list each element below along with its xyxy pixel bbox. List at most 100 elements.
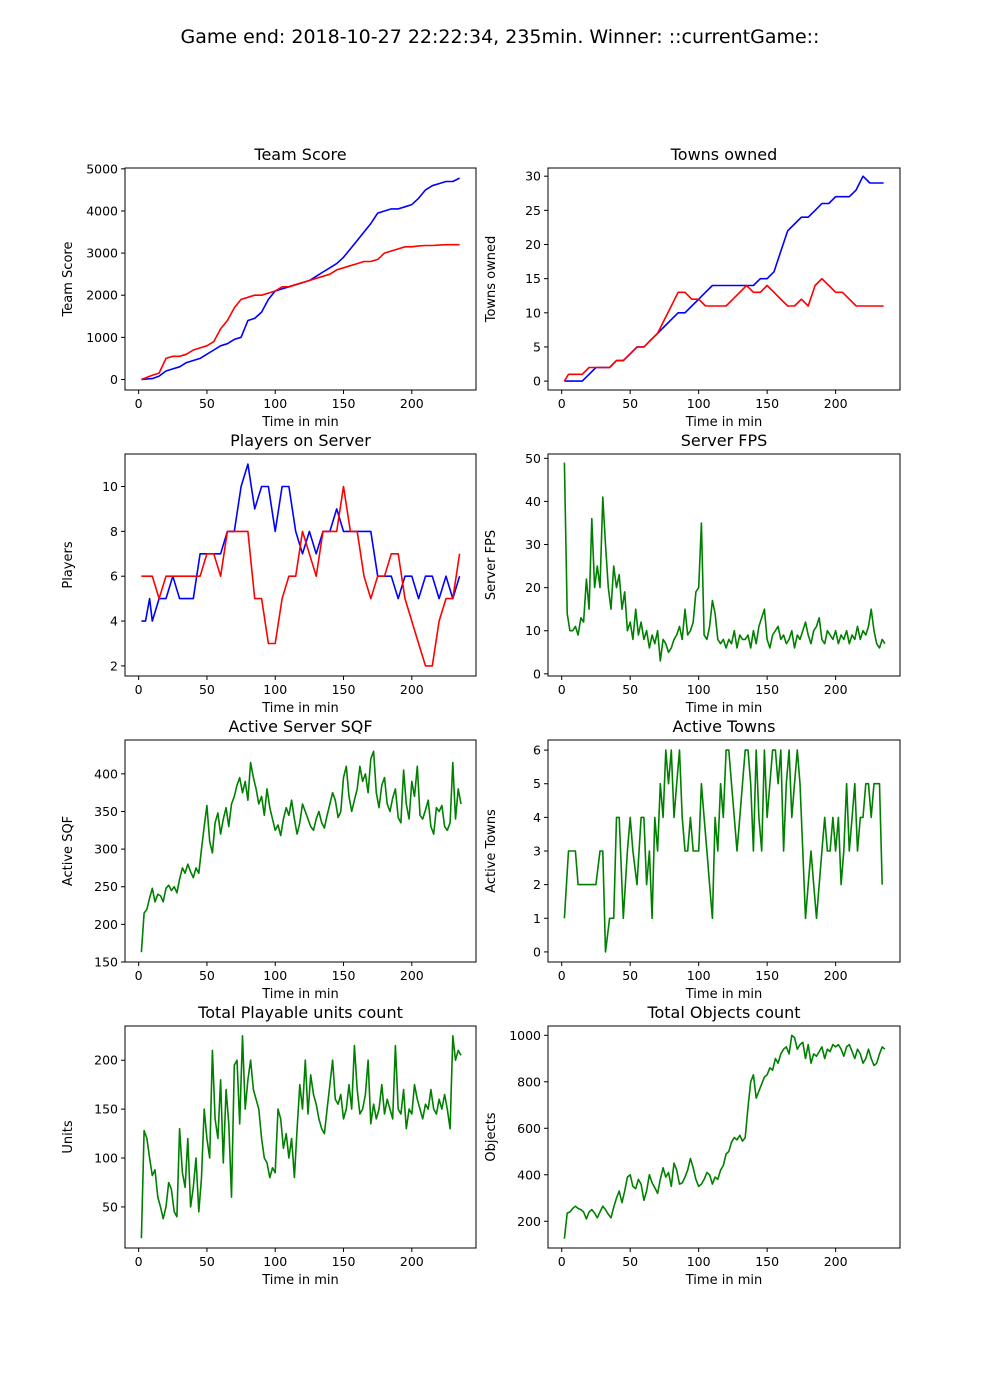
total-playable-units-count-axes-frame [124,1025,477,1249]
active-towns-ytick-label: 5 [533,776,541,791]
towns-owned-ytick-label: 15 [525,271,541,286]
towns-owned-ylabel: Towns owned [484,236,499,324]
active-server-sqf-xtick-label: 200 [400,968,424,983]
players-on-server-xtick-label: 150 [332,682,356,697]
active-server-sqf-ylabel: Active SQF [61,816,76,886]
towns-owned-ytick-label: 0 [533,374,541,389]
towns-owned-ytick-label: 20 [525,237,541,252]
total-objects-count-xtick-label: 50 [622,1254,638,1269]
total-playable-units-count-xtick-label: 50 [199,1254,215,1269]
server-fps-ytick-label: 10 [525,623,541,638]
towns-owned-ytick-label: 5 [533,339,541,354]
players-on-server-ytick-label: 8 [110,524,118,539]
active-towns-xtick-label: 200 [824,968,848,983]
total-objects-count-series-green-line [563,1034,886,1239]
server-fps-ytick-label: 30 [525,537,541,552]
players-on-server-xlabel: Time in min [261,701,338,716]
chart-players-on-server: 0 50 100 150 200 2 4 6 8 10 Players on Server Time … [61,431,477,716]
active-server-sqf-xlabel: Time in min [261,987,338,1002]
active-server-sqf-series-green-line [140,750,462,953]
total-objects-count-xlabel: Time in min [685,1273,762,1288]
active-towns-ytick-label: 2 [533,877,541,892]
chart-total-objects-count: 0 50 100 150 200 200 400 600 800 1000 Total Object… [484,1003,901,1288]
server-fps-series-green-line [563,462,886,662]
active-server-sqf-ytick-label: 350 [94,804,118,819]
towns-owned-xlabel: Time in min [685,415,762,430]
towns-owned-xtick-label: 50 [622,396,638,411]
total-playable-units-count-xtick-label: 200 [400,1254,424,1269]
towns-owned-ytick-label: 25 [525,203,541,218]
total-objects-count-ylabel: Objects [484,1112,499,1161]
team-score-ytick-label: 2000 [86,288,118,303]
total-playable-units-count-ytick-label: 100 [94,1151,118,1166]
total-objects-count-ytick-label: 1000 [509,1028,541,1043]
total-objects-count-ytick-label: 800 [517,1074,541,1089]
total-objects-count-ytick-label: 600 [517,1121,541,1136]
active-towns-ylabel: Active Towns [484,809,499,893]
players-on-server-title: Players on Server [230,431,371,450]
total-playable-units-count-title: Total Playable units count [197,1003,403,1022]
active-towns-ytick-label: 1 [533,911,541,926]
active-server-sqf-ytick-label: 200 [94,917,118,932]
active-towns-xtick-label: 100 [687,968,711,983]
players-on-server-xtick-label: 0 [135,682,143,697]
towns-owned-xtick-label: 150 [755,396,779,411]
active-server-sqf-xtick-label: 150 [332,968,356,983]
total-objects-count-xtick-label: 150 [755,1254,779,1269]
team-score-axes-frame [124,167,477,391]
total-objects-count-axes-frame [547,1025,901,1249]
server-fps-title: Server FPS [681,431,768,450]
active-server-sqf-xtick-label: 0 [135,968,143,983]
active-server-sqf-ytick-label: 150 [94,955,118,970]
players-on-server-series-red-line [141,485,461,667]
active-server-sqf-ytick-label: 400 [94,766,118,781]
total-playable-units-count-ytick-label: 200 [94,1053,118,1068]
active-towns-title: Active Towns [673,717,776,736]
towns-owned-ytick-label: 10 [525,305,541,320]
team-score-ytick-label: 4000 [86,203,118,218]
active-server-sqf-ytick-label: 250 [94,879,118,894]
active-server-sqf-ytick-label: 300 [94,842,118,857]
team-score-xtick-label: 50 [199,396,215,411]
players-on-server-xtick-label: 200 [400,682,424,697]
total-playable-units-count-series-green-line [140,1035,462,1239]
towns-owned-ytick-label: 30 [525,169,541,184]
team-score-xtick-label: 100 [263,396,287,411]
active-towns-xtick-label: 50 [622,968,638,983]
team-score-xlabel: Time in min [261,415,338,430]
team-score-ytick-label: 5000 [86,161,118,176]
team-score-ylabel: Team Score [61,242,76,318]
active-towns-ytick-label: 3 [533,844,541,859]
chart-server-fps: 0 50 100 150 200 0 10 20 30 40 50 Server FPS Time in… [484,431,901,716]
players-on-server-ytick-label: 6 [110,569,118,584]
players-on-server-xtick-label: 50 [199,682,215,697]
server-fps-xtick-label: 100 [687,682,711,697]
team-score-series-red-line [141,243,460,381]
active-towns-xlabel: Time in min [685,987,762,1002]
players-on-server-ytick-label: 4 [110,614,118,629]
players-on-server-series-blue-line [141,463,461,622]
total-objects-count-xtick-label: 200 [824,1254,848,1269]
players-on-server-ytick-label: 10 [102,479,118,494]
total-objects-count-xtick-label: 0 [558,1254,566,1269]
server-fps-xlabel: Time in min [685,701,762,716]
players-on-server-ytick-label: 2 [110,658,118,673]
total-objects-count-title: Total Objects count [646,1003,800,1022]
active-towns-ytick-label: 4 [533,810,541,825]
team-score-ytick-label: 1000 [86,330,118,345]
team-score-ytick-label: 3000 [86,246,118,261]
team-score-xtick-label: 0 [135,396,143,411]
total-playable-units-count-xtick-label: 0 [135,1254,143,1269]
total-playable-units-count-ylabel: Units [61,1120,76,1153]
players-on-server-axes-frame [124,453,477,677]
team-score-xtick-label: 150 [332,396,356,411]
total-objects-count-ytick-label: 200 [517,1214,541,1229]
server-fps-ylabel: Server FPS [484,530,499,600]
total-objects-count-ytick-label: 400 [517,1167,541,1182]
chart-towns-owned: 0 50 100 150 200 0 5 10 15 20 25 30 Towns owned Time … [484,145,901,430]
active-towns-xtick-label: 0 [558,968,566,983]
figure-suptitle: Game end: 2018-10-27 22:22:34, 235min. W… [181,26,820,48]
